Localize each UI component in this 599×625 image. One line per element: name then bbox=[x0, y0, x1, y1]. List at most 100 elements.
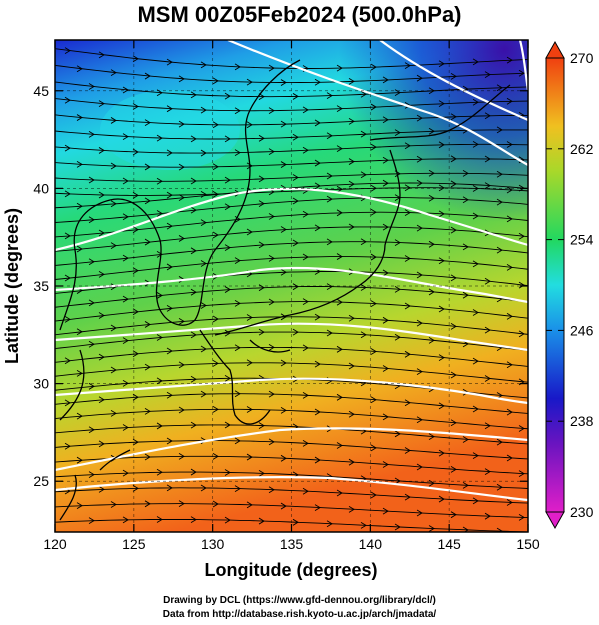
wind-arrow bbox=[382, 156, 389, 164]
wind-arrow bbox=[224, 374, 231, 382]
wind-arrow bbox=[98, 353, 105, 361]
wind-arrow bbox=[404, 493, 411, 501]
wind-arrow bbox=[280, 454, 287, 462]
contour-line bbox=[55, 266, 528, 304]
streamline bbox=[55, 424, 528, 445]
wind-arrow bbox=[496, 198, 503, 206]
wind-arrow bbox=[314, 159, 321, 167]
wind-arrow bbox=[98, 486, 105, 493]
wind-arrow bbox=[336, 442, 343, 449]
wind-arrow bbox=[370, 444, 377, 452]
wind-arrow bbox=[302, 298, 309, 306]
wind-arrow bbox=[144, 500, 151, 508]
wind-arrow bbox=[122, 213, 129, 221]
wind-arrow bbox=[200, 219, 207, 227]
wind-arrow bbox=[382, 461, 389, 468]
wind-arrow bbox=[132, 393, 139, 401]
wind-arrow bbox=[382, 365, 389, 372]
wind-arrow bbox=[166, 105, 173, 113]
wind-arrow bbox=[302, 146, 309, 154]
wind-arrow bbox=[144, 321, 151, 328]
wind-arrow bbox=[404, 399, 411, 407]
wind-arrow bbox=[303, 535, 308, 541]
wind-arrow bbox=[518, 470, 525, 477]
wind-arrow bbox=[462, 196, 469, 204]
wind-arrow bbox=[88, 299, 95, 307]
wind-arrow bbox=[292, 197, 299, 205]
streamline bbox=[55, 48, 528, 69]
y-tick-label: 45 bbox=[33, 83, 49, 99]
wind-arrow bbox=[314, 119, 321, 127]
wind-arrow bbox=[506, 499, 513, 506]
wind-arrow bbox=[212, 315, 219, 323]
wind-arrow bbox=[166, 149, 173, 157]
height-contours bbox=[55, 40, 528, 502]
wind-arrow bbox=[438, 257, 445, 265]
wind-arrow bbox=[370, 63, 377, 71]
wind-arrow bbox=[280, 161, 287, 168]
wind-arrow bbox=[76, 202, 83, 210]
wind-arrow bbox=[506, 141, 513, 148]
wind-arrow bbox=[132, 267, 139, 275]
wind-arrow bbox=[88, 426, 95, 434]
wind-arrow bbox=[110, 410, 117, 417]
wind-arrow bbox=[132, 438, 139, 446]
wind-arrow bbox=[314, 408, 321, 416]
wind-arrow bbox=[404, 209, 411, 216]
wind-arrow bbox=[200, 345, 207, 353]
wind-arrow bbox=[484, 277, 491, 285]
streamline bbox=[55, 81, 528, 98]
wind-arrow bbox=[438, 100, 445, 108]
x-tick-label: 150 bbox=[516, 536, 540, 552]
wind-arrow bbox=[178, 194, 185, 202]
wind-arrow bbox=[404, 62, 411, 69]
wind-arrow bbox=[224, 516, 231, 524]
wind-arrow bbox=[156, 177, 163, 185]
wind-arrow bbox=[224, 203, 231, 211]
wind-arrow bbox=[200, 106, 207, 114]
wind-arrow bbox=[428, 479, 435, 487]
wind-arrow bbox=[190, 247, 197, 255]
wind-arrow bbox=[326, 195, 333, 203]
wind-arrow bbox=[178, 75, 185, 83]
wind-arrow bbox=[404, 350, 411, 358]
wind-arrow bbox=[156, 250, 163, 258]
wind-arrow bbox=[122, 86, 129, 94]
wind-arrow bbox=[348, 158, 355, 165]
contour-line bbox=[55, 322, 528, 352]
wind-arrow bbox=[302, 440, 309, 447]
streamline bbox=[55, 362, 528, 383]
wind-arrow bbox=[416, 74, 423, 82]
wind-arrow bbox=[190, 421, 197, 429]
wind-arrow bbox=[144, 238, 151, 246]
wind-arrow bbox=[336, 64, 343, 72]
colorbar-tick-label: 254 bbox=[570, 232, 594, 248]
wind-arrow bbox=[280, 502, 287, 510]
wind-arrow bbox=[76, 160, 83, 168]
wind-arrow bbox=[314, 456, 321, 464]
wind-arrow bbox=[416, 155, 423, 163]
wind-arrow bbox=[314, 313, 321, 321]
wind-arrow bbox=[450, 72, 457, 80]
wind-arrow bbox=[280, 79, 287, 86]
wind-arrow bbox=[506, 215, 513, 223]
wind-arrow bbox=[416, 179, 423, 187]
wind-arrow bbox=[268, 107, 275, 115]
contour-line bbox=[55, 476, 528, 502]
wind-arrow bbox=[302, 253, 309, 261]
wind-arrow bbox=[166, 58, 173, 66]
streamline bbox=[55, 471, 528, 489]
wind-arrow bbox=[438, 184, 445, 192]
wind-arrow bbox=[506, 56, 513, 64]
wind-arrow bbox=[76, 245, 83, 253]
wind-arrow bbox=[506, 454, 513, 462]
wind-arrow bbox=[110, 501, 117, 508]
wind-arrow bbox=[336, 393, 343, 401]
wind-arrow bbox=[280, 226, 287, 233]
wind-arrow bbox=[144, 119, 151, 127]
wind-arrow bbox=[268, 213, 275, 220]
wind-arrow bbox=[190, 206, 197, 214]
wind-arrow bbox=[404, 255, 411, 262]
streamline bbox=[55, 487, 528, 504]
wind-arrow bbox=[224, 92, 231, 100]
